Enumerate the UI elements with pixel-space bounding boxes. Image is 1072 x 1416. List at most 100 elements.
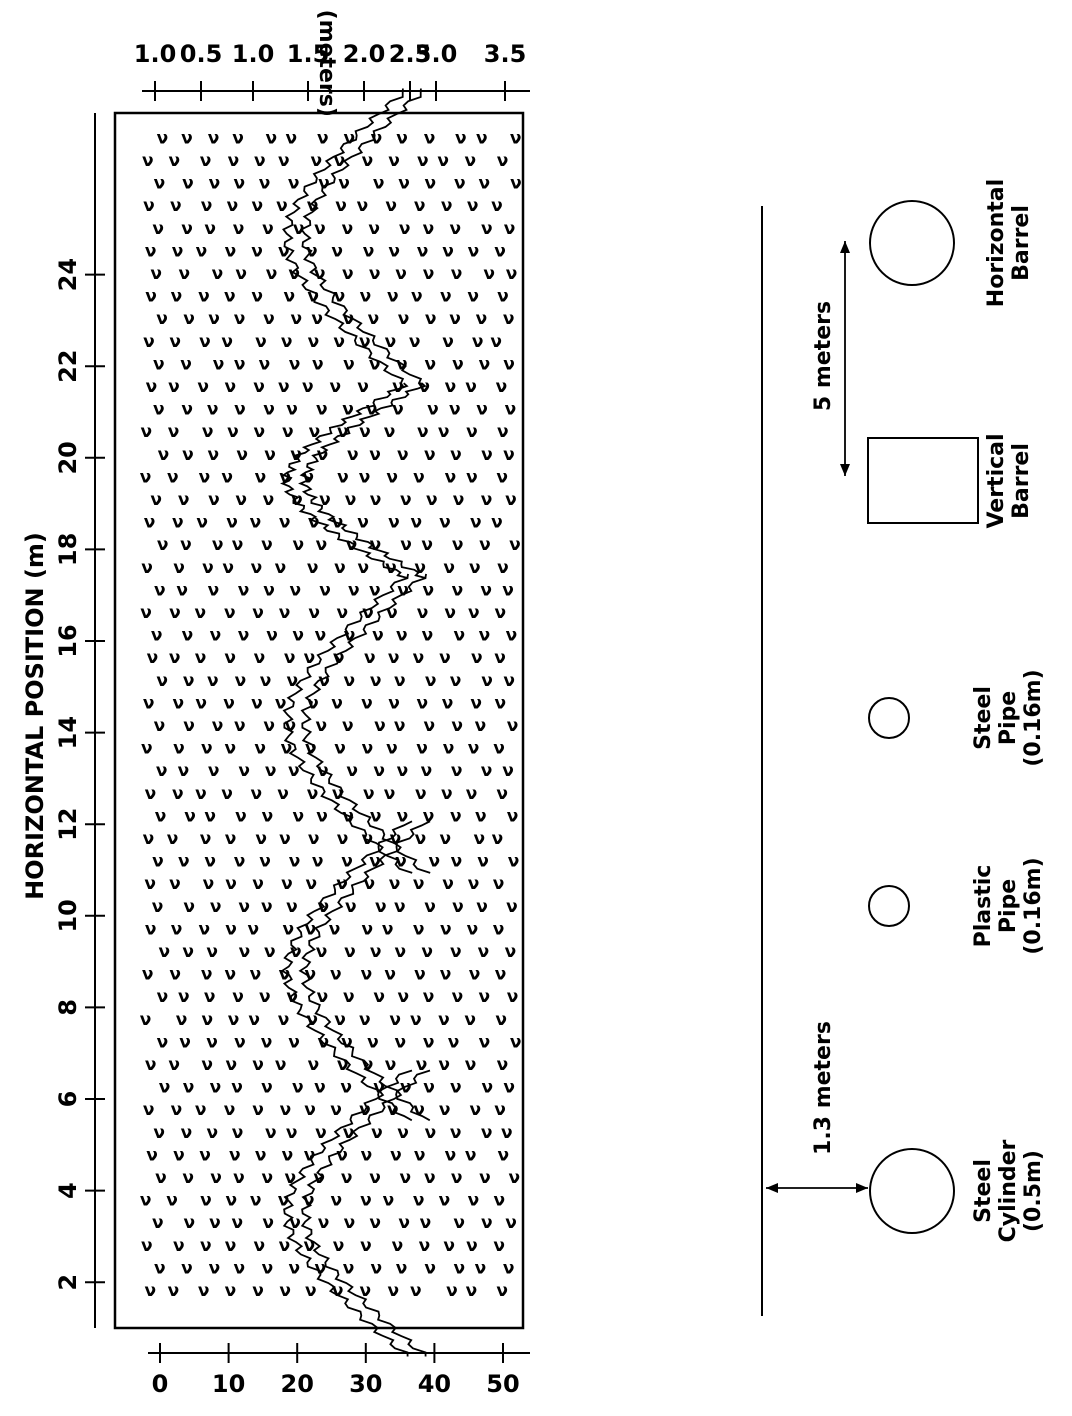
background-mark: ν bbox=[154, 580, 166, 600]
background-mark: ν bbox=[334, 739, 346, 759]
background-mark: ν bbox=[226, 513, 238, 533]
background-mark: ν bbox=[343, 1258, 355, 1278]
background-mark: ν bbox=[232, 535, 244, 555]
background-mark: ν bbox=[443, 558, 455, 578]
background-mark: ν bbox=[208, 580, 220, 600]
background-mark: ν bbox=[450, 1123, 462, 1143]
background-mark: ν bbox=[178, 490, 190, 510]
background-mark: ν bbox=[503, 354, 515, 374]
background-mark: ν bbox=[454, 174, 466, 194]
background-mark: ν bbox=[311, 309, 323, 329]
background-mark: ν bbox=[510, 128, 522, 148]
background-mark: ν bbox=[252, 603, 264, 623]
background-mark: ν bbox=[442, 874, 454, 894]
background-mark: ν bbox=[345, 897, 357, 917]
background-mark: ν bbox=[202, 422, 214, 442]
background-mark: ν bbox=[208, 309, 220, 329]
background-mark: ν bbox=[334, 287, 346, 307]
background-mark: ν bbox=[341, 1168, 353, 1188]
background-mark: ν bbox=[152, 1213, 164, 1233]
background-mark: ν bbox=[252, 1281, 264, 1301]
background-mark: ν bbox=[235, 264, 247, 284]
background-mark: ν bbox=[315, 626, 327, 646]
background-mark: ν bbox=[154, 174, 166, 194]
background-mark: ν bbox=[184, 806, 196, 826]
background-mark: ν bbox=[348, 580, 360, 600]
background-mark: ν bbox=[251, 693, 263, 713]
background-mark: ν bbox=[373, 761, 385, 781]
background-mark: ν bbox=[159, 1078, 171, 1098]
background-mark: ν bbox=[252, 874, 264, 894]
background-mark: ν bbox=[387, 1100, 399, 1120]
depth-tick-label: 2.5 bbox=[389, 40, 432, 68]
background-mark: ν bbox=[281, 332, 293, 352]
background-mark: ν bbox=[318, 174, 330, 194]
background-mark: ν bbox=[208, 761, 220, 781]
background-mark: ν bbox=[467, 919, 479, 939]
background-mark: ν bbox=[361, 1145, 373, 1165]
background-mark: ν bbox=[305, 965, 317, 985]
background-mark: ν bbox=[373, 987, 385, 1007]
background-mark: ν bbox=[225, 829, 237, 849]
background-mark: ν bbox=[208, 490, 220, 510]
svg-text:Pipe: Pipe bbox=[996, 879, 1021, 933]
background-mark: ν bbox=[316, 942, 328, 962]
background-mark: ν bbox=[183, 1078, 195, 1098]
background-mark: ν bbox=[224, 1100, 236, 1120]
background-mark: ν bbox=[166, 1191, 178, 1211]
background-mark: ν bbox=[316, 806, 328, 826]
background-mark: ν bbox=[397, 806, 409, 826]
time-tick-label: 0 bbox=[152, 1370, 169, 1398]
background-mark: ν bbox=[262, 1258, 274, 1278]
background-mark: ν bbox=[493, 874, 505, 894]
background-mark: ν bbox=[304, 1100, 316, 1120]
position-tick-label: 24 bbox=[54, 258, 82, 291]
background-mark: ν bbox=[493, 1236, 505, 1256]
time-tick-label: 50 bbox=[486, 1370, 519, 1398]
background-mark: ν bbox=[156, 309, 168, 329]
background-mark: ν bbox=[468, 241, 480, 261]
background-mark: ν bbox=[232, 987, 244, 1007]
background-mark: ν bbox=[503, 1078, 515, 1098]
background-mark: ν bbox=[438, 1010, 450, 1030]
background-mark: ν bbox=[470, 1100, 482, 1120]
background-mark: ν bbox=[422, 580, 434, 600]
background-mark: ν bbox=[285, 1168, 297, 1188]
background-mark: ν bbox=[259, 174, 271, 194]
background-mark: ν bbox=[140, 603, 152, 623]
background-mark: ν bbox=[278, 1010, 290, 1030]
background-mark: ν bbox=[156, 761, 168, 781]
background-mark: ν bbox=[397, 1123, 409, 1143]
background-mark: ν bbox=[369, 852, 381, 872]
background-mark: ν bbox=[503, 309, 515, 329]
background-mark: ν bbox=[173, 1145, 185, 1165]
background-mark: ν bbox=[419, 1236, 431, 1256]
background-mark: ν bbox=[424, 128, 436, 148]
background-mark: ν bbox=[172, 693, 184, 713]
background-mark: ν bbox=[475, 1258, 487, 1278]
background-mark: ν bbox=[142, 965, 154, 985]
background-mark: ν bbox=[504, 219, 516, 239]
background-mark: ν bbox=[411, 287, 423, 307]
background-mark: ν bbox=[344, 626, 356, 646]
background-mark: ν bbox=[250, 1191, 262, 1211]
background-mark: ν bbox=[140, 1191, 152, 1211]
position-tick-label: 22 bbox=[54, 349, 82, 382]
background-mark: ν bbox=[505, 400, 517, 420]
background-mark: ν bbox=[169, 965, 181, 985]
depth-tick-label: 1.5 bbox=[287, 40, 330, 68]
background-mark: ν bbox=[423, 219, 435, 239]
background-mark: ν bbox=[199, 332, 211, 352]
background-mark: ν bbox=[467, 287, 479, 307]
background-mark: ν bbox=[394, 942, 406, 962]
background-mark: ν bbox=[331, 1191, 343, 1211]
background-mark: ν bbox=[238, 626, 250, 646]
background-mark: ν bbox=[420, 1213, 432, 1233]
background-mark: ν bbox=[204, 806, 216, 826]
background-mark: ν bbox=[479, 987, 491, 1007]
background-mark: ν bbox=[198, 287, 210, 307]
background-mark: ν bbox=[141, 1236, 153, 1256]
background-mark: ν bbox=[411, 513, 423, 533]
background-mark: ν bbox=[278, 1191, 290, 1211]
background-mark: ν bbox=[180, 535, 192, 555]
